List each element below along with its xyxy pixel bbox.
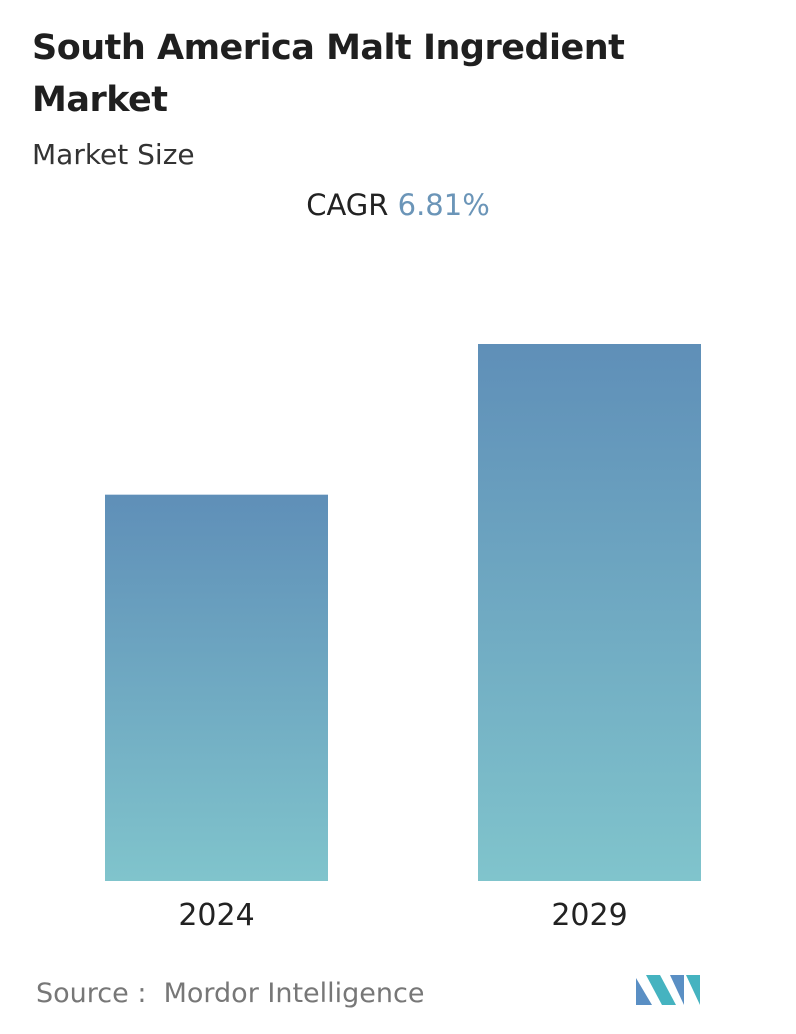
source-label: Source :: [36, 978, 147, 1009]
cagr-label: CAGR: [306, 188, 389, 222]
source: Source : Mordor Intelligence: [36, 978, 424, 1009]
cagr-value: 6.81%: [397, 188, 490, 222]
bar: [478, 344, 701, 881]
logo: [636, 975, 700, 1005]
source-name: Mordor Intelligence: [163, 978, 425, 1009]
chart-title: South America Malt Ingredient Market: [32, 28, 625, 120]
x-tick-label: 2024: [178, 898, 254, 933]
cagr: CAGR 6.81%: [0, 188, 796, 222]
x-tick-label: 2029: [551, 898, 627, 933]
chart-subtitle: Market Size: [32, 138, 195, 171]
bar: [105, 494, 328, 881]
